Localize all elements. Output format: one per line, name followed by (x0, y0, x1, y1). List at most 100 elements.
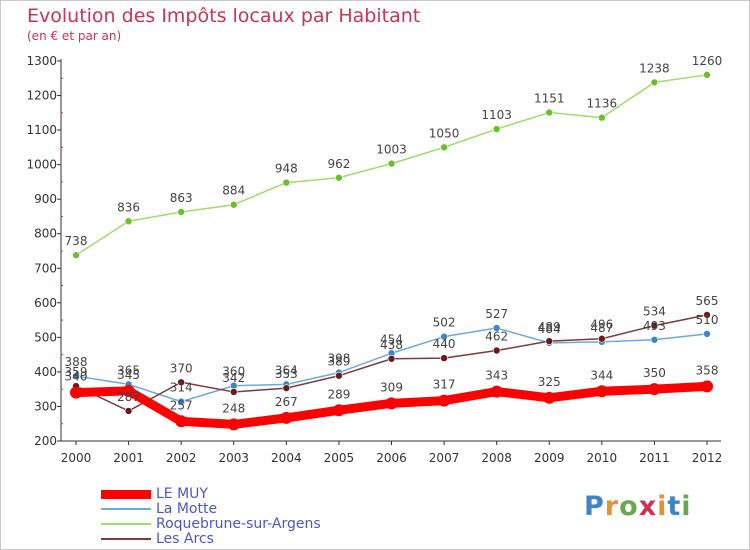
data-point (440, 354, 448, 362)
legend-item: LE MUY (101, 486, 208, 502)
data-label: 364 (275, 363, 298, 377)
chart-title: Evolution des Impôts locaux par Habitant (27, 5, 421, 27)
data-label: 358 (696, 363, 719, 377)
proxiti-logo: Proxiti (584, 491, 692, 522)
data-label: 496 (590, 318, 613, 332)
data-label: 484 (538, 322, 561, 336)
x-tick-label: 2007 (429, 451, 460, 465)
y-tick-label: 1000 (26, 158, 57, 172)
data-point (650, 321, 659, 330)
data-label: 1050 (429, 126, 460, 140)
data-point (492, 346, 501, 355)
chart-series-lines (70, 71, 713, 431)
data-label: 836 (117, 200, 140, 214)
data-label: 345 (117, 368, 140, 382)
data-label: 325 (538, 375, 561, 389)
data-label: 454 (380, 332, 403, 346)
data-label: 370 (170, 361, 193, 375)
data-label: 353 (275, 367, 298, 381)
data-label: 438 (380, 338, 403, 352)
y-tick-label: 700 (34, 261, 57, 275)
data-point (545, 337, 554, 345)
y-tick-label: 500 (34, 330, 57, 344)
data-label: 1151 (534, 91, 565, 105)
data-point (703, 311, 711, 319)
x-tick-label: 2002 (166, 451, 197, 465)
legend-swatch (101, 538, 151, 540)
data-point (229, 200, 238, 209)
data-label: 248 (222, 401, 245, 415)
data-point (650, 335, 659, 344)
data-point (335, 371, 343, 380)
x-tick-label: 2005 (324, 451, 355, 465)
data-label: 389 (327, 355, 350, 369)
x-tick-label: 2004 (271, 451, 302, 465)
data-label: 289 (327, 387, 350, 401)
data-point (648, 383, 661, 396)
logo-letter: r (604, 491, 620, 522)
legend-label: LE MUY (156, 486, 208, 502)
data-point (177, 208, 185, 216)
logo-letter: i (681, 491, 692, 522)
data-point (440, 143, 448, 152)
data-point (335, 173, 343, 182)
legend-label: La Motte (156, 501, 218, 517)
data-point (387, 354, 396, 363)
data-point (545, 108, 554, 117)
data-label: 1103 (481, 108, 512, 122)
data-point (227, 418, 240, 431)
x-tick-label: 2000 (61, 451, 92, 465)
data-point (598, 113, 606, 122)
data-point (543, 391, 556, 404)
logo-letter: x (638, 491, 658, 522)
logo-letter: i (657, 491, 668, 522)
data-point (492, 324, 501, 332)
data-point (177, 397, 185, 406)
data-label: 344 (590, 368, 613, 382)
data-point (280, 411, 293, 424)
y-tick-label: 300 (34, 399, 57, 413)
data-point (177, 378, 185, 387)
data-label: 317 (433, 378, 456, 392)
data-point (490, 385, 503, 398)
x-tick-label: 2008 (481, 451, 512, 465)
data-label: 489 (538, 320, 561, 334)
data-label: 440 (433, 337, 456, 351)
data-point (122, 384, 135, 397)
data-point (492, 125, 501, 133)
data-label: 365 (117, 363, 140, 377)
chart-subtitle: (en € et par an) (27, 29, 122, 43)
data-label: 948 (275, 162, 298, 176)
legend-label: Les Arcs (156, 531, 214, 547)
data-label: 359 (65, 365, 88, 379)
data-label: 309 (380, 380, 403, 394)
y-tick-label: 900 (34, 192, 57, 206)
data-label: 510 (696, 313, 719, 327)
data-label: 527 (485, 307, 508, 321)
y-tick-label: 1200 (26, 89, 57, 103)
data-point (175, 415, 188, 428)
legend-item: Roquebrune-sur-Argens (101, 516, 321, 532)
data-point (282, 178, 291, 187)
data-point (72, 372, 80, 380)
data-label: 534 (643, 305, 666, 319)
data-label: 502 (433, 316, 456, 330)
chart-data-labels: 738 836 863 884 948 962 1003 1050 1103 1151 1136 12… (65, 54, 723, 416)
x-tick-label: 2006 (376, 451, 407, 465)
x-tick-label: 2009 (534, 451, 565, 465)
data-label: 287 (117, 390, 140, 404)
x-tick-label: 2010 (587, 451, 618, 465)
data-label: 342 (222, 371, 245, 385)
data-label: 360 (222, 365, 245, 379)
data-point (387, 159, 396, 168)
data-label: 884 (222, 184, 245, 198)
data-point (438, 394, 451, 407)
data-point (703, 330, 711, 338)
x-tick-label: 2012 (692, 451, 723, 465)
y-tick-label: 1100 (26, 123, 57, 137)
data-point (701, 380, 713, 393)
y-tick-label: 200 (34, 434, 57, 448)
data-point (124, 407, 133, 415)
y-tick-label: 800 (34, 227, 57, 241)
